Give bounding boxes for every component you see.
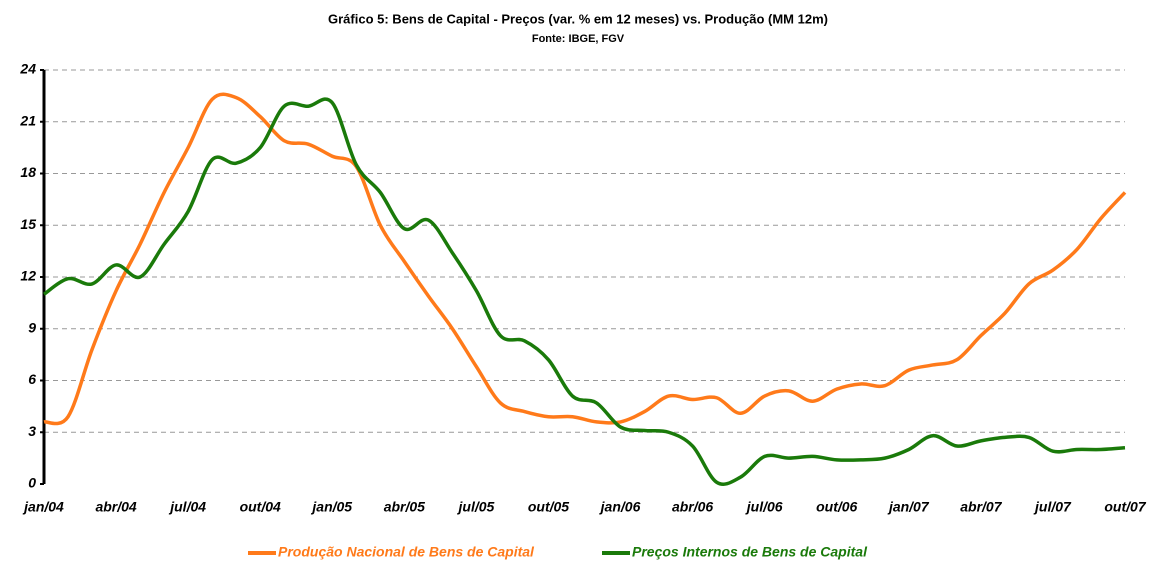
x-tick-label: jan/06 (599, 499, 641, 515)
y-tick-label: 6 (28, 371, 36, 387)
y-tick-label: 21 (19, 112, 36, 128)
x-tick-label: jul/05 (457, 499, 495, 515)
y-tick-label: 3 (28, 423, 36, 439)
chart-title: Gráfico 5: Bens de Capital - Preços (var… (328, 11, 828, 26)
x-tick-label: jan/05 (310, 499, 352, 515)
legend-label: Preços Internos de Bens de Capital (632, 544, 868, 560)
x-tick-label: out/05 (528, 499, 569, 515)
x-tick-label: abr/07 (960, 499, 1002, 515)
x-tick-label: jan/07 (887, 499, 930, 515)
x-tick-label: jul/07 (1033, 499, 1072, 515)
chart-subtitle: Fonte: IBGE, FGV (532, 33, 625, 45)
x-tick-label: abr/05 (384, 499, 425, 515)
y-tick-label: 15 (20, 216, 36, 232)
y-tick-label: 24 (19, 61, 36, 77)
x-tick-label: jul/06 (745, 499, 783, 515)
x-tick-label: out/06 (816, 499, 857, 515)
x-tick-label: jul/04 (168, 499, 206, 515)
x-tick-label: out/07 (1104, 499, 1146, 515)
line-series (42, 97, 1126, 487)
y-tick-label: 0 (28, 475, 36, 491)
y-tick-label: 12 (20, 268, 36, 284)
y-tick-label: 9 (28, 319, 36, 335)
x-tick-label: abr/04 (95, 499, 136, 515)
legend-label: Produção Nacional de Bens de Capital (278, 544, 535, 560)
x-tick-label: jan/04 (22, 499, 64, 515)
y-tick-label: 18 (20, 164, 36, 180)
line-series (43, 92, 1127, 426)
x-tick-label: out/04 (240, 499, 281, 515)
x-tick-label: abr/06 (672, 499, 713, 515)
